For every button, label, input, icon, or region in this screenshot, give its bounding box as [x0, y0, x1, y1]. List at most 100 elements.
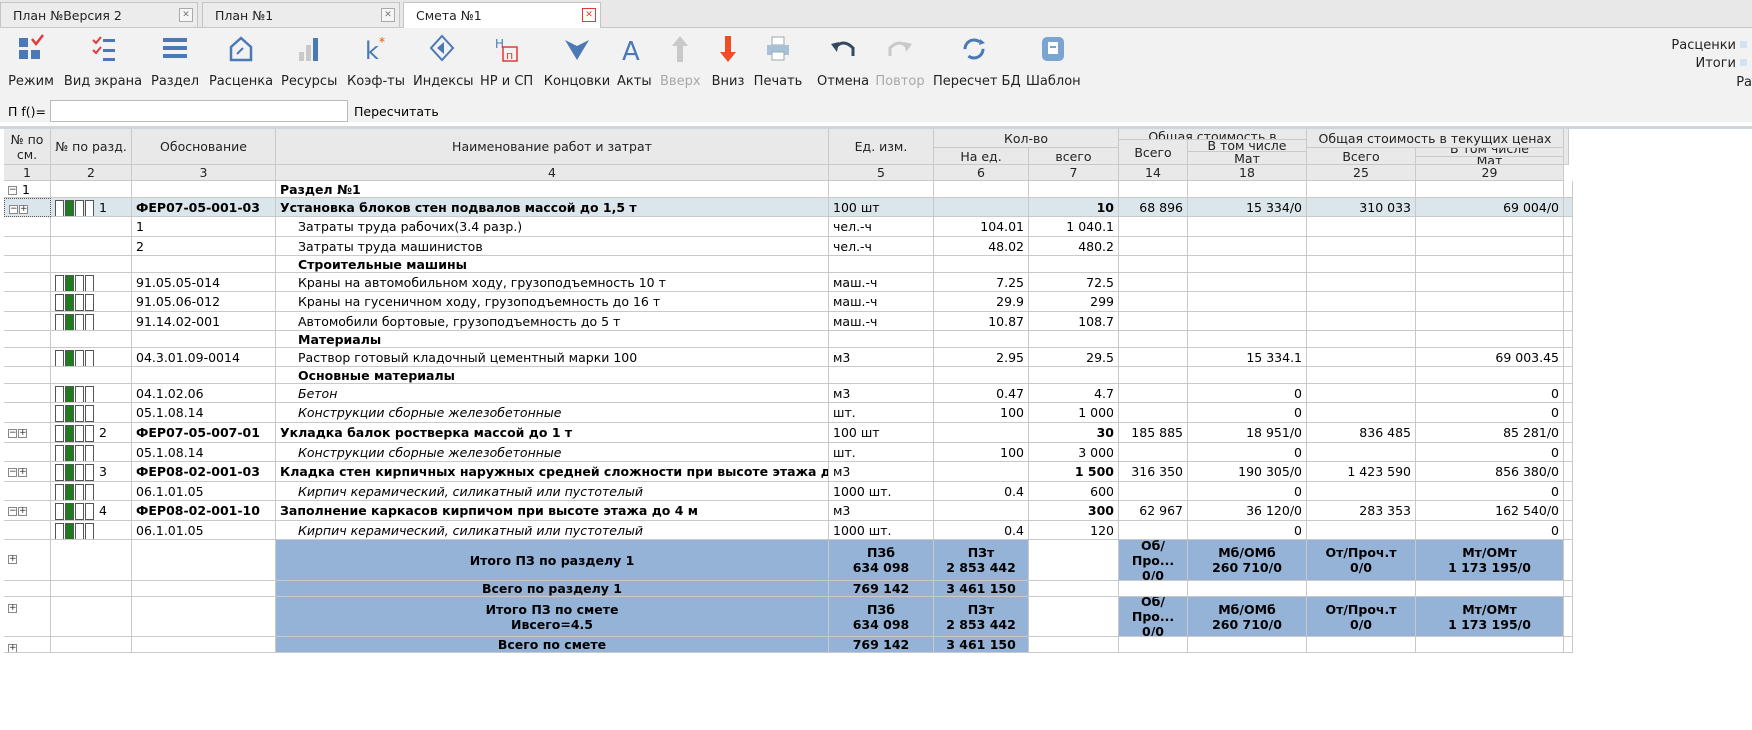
toolbar-button-acts[interactable]: A Акты [617, 34, 652, 89]
row-name[interactable]: Кирпич керамический, силикатный или пуст… [276, 521, 829, 540]
row-current-mat: 0 [1416, 443, 1564, 462]
tab-estimate-1[interactable]: Смета №1 ✕ [403, 2, 601, 28]
toolbar-button-arrow-up[interactable]: Вверх [660, 34, 701, 89]
expand-icon[interactable]: + [8, 643, 17, 653]
toolbar-button-recalc-db[interactable]: Пересчет БД [933, 34, 1021, 89]
row-code[interactable]: 06.1.01.05 [132, 521, 276, 540]
totals-label[interactable]: Итоги [1695, 56, 1736, 71]
toolbar-button-indexes[interactable]: Индексы [413, 34, 473, 89]
collapse-icon[interactable]: − [8, 506, 17, 516]
row-code[interactable]: 05.1.08.14 [132, 403, 276, 423]
row-code[interactable]: 91.05.06-012 [132, 292, 276, 312]
row-code[interactable]: ФЕР07-05-001-03 [132, 198, 276, 217]
toolbar-button-resources[interactable]: Ресурсы [281, 34, 337, 89]
row-name[interactable]: Конструкции сборные железобетонные [276, 403, 829, 423]
row-expander-cell[interactable] [4, 521, 51, 540]
section-title: Раздел №1 [276, 181, 829, 198]
collapse-icon[interactable]: − [8, 185, 17, 195]
row-code[interactable]: 1 [132, 217, 276, 237]
expand-icon[interactable]: + [8, 554, 17, 564]
recalculate-button[interactable]: Пересчитать [354, 104, 439, 119]
row-position-cell: 2 [51, 423, 132, 443]
row-expander-cell[interactable] [4, 482, 51, 501]
row-name[interactable]: Заполнение каркасов кирпичом при высоте … [276, 501, 829, 521]
row-name[interactable]: Краны на автомобильном ходу, грузоподъем… [276, 273, 829, 292]
row-name[interactable]: Затраты труда рабочих(3.4 разр.) [276, 217, 829, 237]
row-current-total: 310 033 [1307, 198, 1416, 217]
close-icon[interactable]: ✕ [582, 8, 596, 22]
row-expander-cell[interactable] [4, 237, 51, 256]
toolbar-button-arrow-down[interactable]: Вниз [710, 34, 746, 89]
row-expander-cell[interactable] [4, 312, 51, 331]
row-expander-cell[interactable] [4, 403, 51, 423]
row-name[interactable]: Затраты труда машинистов [276, 237, 829, 256]
expand-icon[interactable]: + [18, 467, 27, 477]
row-code[interactable]: 91.05.05-014 [132, 273, 276, 292]
row-position-cell [51, 273, 132, 292]
toolbar-button-section[interactable]: Раздел [151, 34, 199, 89]
expand-icon[interactable]: + [19, 204, 28, 214]
header-num-razd: № по разд. [51, 129, 132, 165]
toolbar-button-undo[interactable]: Отмена [817, 34, 869, 89]
row-expander-cell[interactable] [4, 348, 51, 367]
grid-cell [132, 256, 276, 273]
toolbar-button-template[interactable]: Шаблон [1026, 34, 1081, 89]
toolbar-button-endings[interactable]: Концовки [543, 34, 611, 89]
row-code[interactable]: 04.3.01.09-0014 [132, 348, 276, 367]
row-code[interactable]: ФЕР08-02-001-03 [132, 462, 276, 482]
row-expander-cell[interactable]: − + [4, 501, 51, 521]
row-name[interactable]: Укладка балок ростверка массой до 1 т [276, 423, 829, 443]
row-name[interactable]: Бетон [276, 384, 829, 403]
row-expander-cell[interactable] [4, 217, 51, 237]
tab-plan-version-2[interactable]: План №Версия 2 ✕ [0, 2, 198, 27]
rates-label[interactable]: Расценки [1671, 38, 1736, 53]
toolbar-button-rate[interactable]: Расценка [207, 34, 275, 89]
row-code[interactable]: 91.14.02-001 [132, 312, 276, 331]
row-expander-cell[interactable] [4, 273, 51, 292]
row-expander-cell[interactable]: − + [4, 462, 51, 482]
close-icon[interactable]: ✕ [381, 8, 395, 22]
row-name[interactable]: Установка блоков стен подвалов массой до… [276, 198, 829, 217]
section-num-cell[interactable]: − 1 [4, 181, 51, 198]
row-expander-cell[interactable] [4, 384, 51, 403]
row-name[interactable]: Кладка стен кирпичных наружных средней с… [276, 462, 829, 482]
grid-cell [132, 540, 276, 581]
toolbar-button-mode[interactable]: Режим [8, 34, 54, 89]
close-icon[interactable]: ✕ [179, 8, 193, 22]
row-code[interactable]: 2 [132, 237, 276, 256]
row-name[interactable]: Конструкции сборные железобетонные [276, 443, 829, 462]
row-name[interactable]: Раствор готовый кладочный цементный марк… [276, 348, 829, 367]
toolbar-button-coefficients[interactable]: k * Коэф-ты [345, 34, 407, 89]
collapse-icon[interactable]: − [8, 428, 17, 438]
row-expander-cell[interactable] [4, 443, 51, 462]
tab-plan-1[interactable]: План №1 ✕ [202, 2, 400, 27]
status-block [85, 314, 94, 330]
row-qty-per: 10.87 [934, 312, 1029, 331]
row-code[interactable]: 04.1.02.06 [132, 384, 276, 403]
formula-input[interactable] [50, 100, 348, 122]
collapse-icon[interactable]: − [8, 467, 17, 477]
expand-icon[interactable]: + [18, 506, 27, 516]
row-expander-cell[interactable]: − + [4, 198, 51, 217]
toolbar-button-print[interactable]: Печать [753, 34, 803, 89]
grid-cell [1029, 331, 1119, 348]
row-name[interactable]: Кирпич керамический, силикатный или пуст… [276, 482, 829, 501]
collapse-icon[interactable]: − [9, 204, 18, 214]
expand-icon[interactable]: + [18, 428, 27, 438]
row-code[interactable]: 05.1.08.14 [132, 443, 276, 462]
row-code[interactable]: ФЕР07-05-007-01 [132, 423, 276, 443]
row-name[interactable]: Краны на гусеничном ходу, грузоподъемнос… [276, 292, 829, 312]
status-block [65, 523, 74, 539]
row-expander-cell[interactable]: − + [4, 423, 51, 443]
toolbar-button-screen-view[interactable]: Вид экрана [63, 34, 143, 89]
status-block [65, 503, 74, 520]
grid-cell [1564, 273, 1573, 292]
row-name[interactable]: Автомобили бортовые, грузоподъемность до… [276, 312, 829, 331]
row-qty-per: 100 [934, 403, 1029, 423]
row-code[interactable]: 06.1.01.05 [132, 482, 276, 501]
row-expander-cell[interactable] [4, 292, 51, 312]
expand-icon[interactable]: + [8, 603, 17, 613]
row-code[interactable]: ФЕР08-02-001-10 [132, 501, 276, 521]
toolbar-button-redo[interactable]: Повтор [874, 34, 926, 89]
